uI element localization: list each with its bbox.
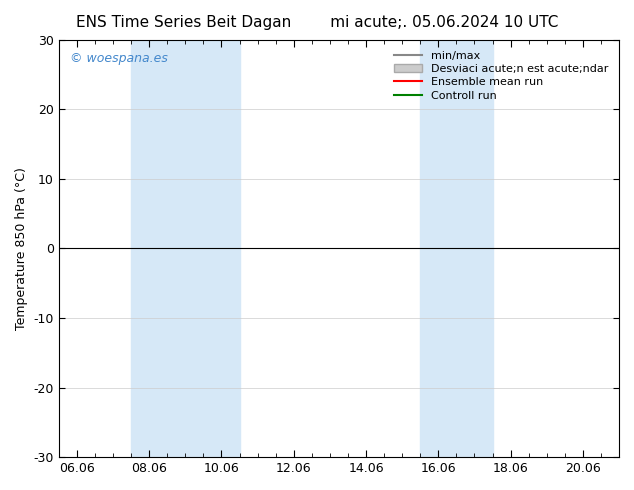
Bar <box>131 40 240 457</box>
Text: ENS Time Series Beit Dagan        mi acute;. 05.06.2024 10 UTC: ENS Time Series Beit Dagan mi acute;. 05… <box>76 15 558 30</box>
Legend: min/max, Desviaci acute;n est acute;ndar, Ensemble mean run, Controll run: min/max, Desviaci acute;n est acute;ndar… <box>388 45 614 106</box>
Text: © woespana.es: © woespana.es <box>70 52 168 65</box>
Bar <box>420 40 493 457</box>
Y-axis label: Temperature 850 hPa (°C): Temperature 850 hPa (°C) <box>15 167 28 330</box>
